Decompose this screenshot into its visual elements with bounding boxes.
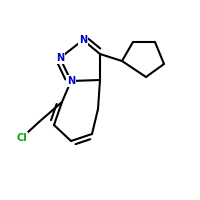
Text: N: N xyxy=(67,76,75,86)
Text: N: N xyxy=(79,35,87,45)
Text: Cl: Cl xyxy=(16,133,27,143)
Text: N: N xyxy=(56,53,64,63)
